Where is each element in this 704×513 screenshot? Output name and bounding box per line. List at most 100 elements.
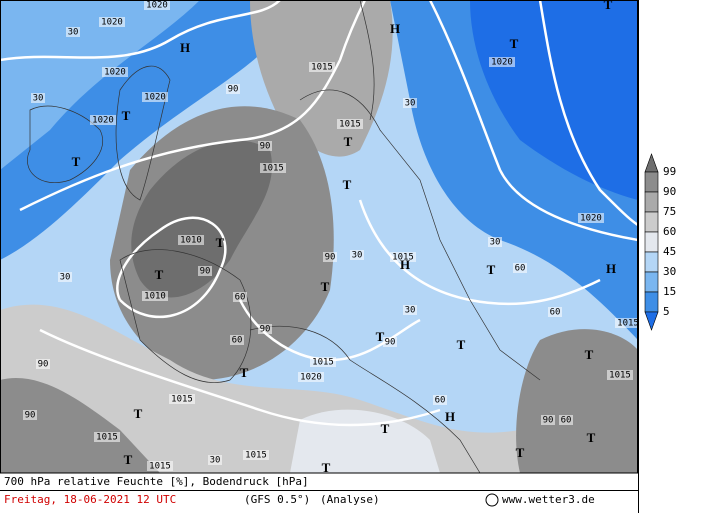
footer-site: www.wetter3.de (502, 493, 595, 506)
pressure-center: H (400, 257, 410, 272)
label-box (488, 237, 502, 247)
contour-label: 1015 (312, 358, 334, 368)
pressure-center: T (72, 154, 81, 169)
contour-label: 1020 (144, 93, 166, 103)
label-box (298, 372, 324, 382)
humidity-area (516, 329, 638, 473)
label-box (489, 57, 515, 67)
contour-label: 1010 (180, 236, 202, 246)
label-box (548, 307, 562, 317)
contour-label: 30 (60, 273, 71, 283)
contour-label: 1015 (171, 395, 193, 405)
colorbar-band (644, 231, 659, 253)
pressure-center: T (321, 279, 330, 294)
label-box (541, 415, 555, 425)
pressure-center: T (216, 235, 225, 250)
label-box (433, 395, 447, 405)
colorbar: 99 90 75 60 45 30 15 5 (644, 153, 676, 331)
contour-label: 1015 (96, 433, 118, 443)
label-box (513, 263, 527, 273)
contour-label: 60 (232, 336, 243, 346)
contour-label: 90 (325, 253, 336, 263)
colorbar-band (644, 211, 659, 233)
pressure-center: T (122, 108, 131, 123)
humidity-area (0, 0, 200, 170)
pressure-center: T (344, 134, 353, 149)
footer-model: (GFS 0.5°) (244, 493, 310, 506)
humidity-area (290, 409, 440, 473)
colorbar-label: 15 (663, 285, 676, 298)
contour-label: 1015 (392, 253, 414, 263)
label-box (260, 163, 286, 173)
label-box (31, 93, 45, 103)
contour-label: 90 (385, 338, 396, 348)
pressure-center: H (445, 409, 455, 424)
label-box (99, 17, 125, 27)
label-box (323, 252, 337, 262)
pressure-center: T (381, 421, 390, 436)
label-box (178, 235, 204, 245)
contour-label: 1020 (146, 1, 168, 11)
contour-label: 1020 (104, 68, 126, 78)
colorbar-label: 99 (663, 165, 676, 178)
pressure-center: T (124, 452, 133, 467)
label-box (230, 335, 244, 345)
label-box (337, 119, 363, 129)
contour-label: 30 (405, 306, 416, 316)
pressure-center: T (604, 0, 613, 12)
pressure-center: H (390, 21, 400, 36)
label-box (198, 266, 212, 276)
colorbar-band (644, 191, 659, 213)
label-box (226, 84, 240, 94)
contour-label: 1010 (144, 292, 166, 302)
contour-label: 90 (228, 85, 239, 95)
colorbar-label: 45 (663, 245, 676, 258)
contour-label: 1020 (92, 116, 114, 126)
humidity-area (470, 0, 638, 200)
pressure-center: T (376, 329, 385, 344)
label-box (208, 455, 222, 465)
contour-label: 1015 (149, 462, 171, 472)
label-box (233, 292, 247, 302)
contour-label: 30 (405, 99, 416, 109)
label-box (578, 213, 604, 223)
footer-run: (Analyse) (320, 493, 380, 506)
label-box (144, 0, 170, 10)
colorbar-band (644, 291, 659, 313)
label-box (310, 357, 336, 367)
pressure-center: T (134, 406, 143, 421)
pressure-center: H (606, 261, 616, 276)
label-box (309, 62, 335, 72)
contour-label: 1020 (580, 214, 602, 224)
label-box (23, 410, 37, 420)
label-box (383, 337, 397, 347)
label-box (102, 67, 128, 77)
pressure-center: T (322, 460, 331, 475)
label-box (58, 272, 72, 282)
label-box (403, 98, 417, 108)
contour-label: 30 (352, 251, 363, 261)
contour-label: 1015 (311, 63, 333, 73)
label-box (258, 324, 272, 334)
contour-label: 90 (25, 411, 36, 421)
contour-label: 1015 (245, 451, 267, 461)
label-box (142, 291, 168, 301)
contour-label: 30 (33, 94, 44, 104)
contour-label: 1020 (491, 58, 513, 68)
contour-label: 90 (543, 416, 554, 426)
contour-label: 90 (260, 325, 271, 335)
contour-label: 1020 (101, 18, 123, 28)
label-box (169, 394, 195, 404)
label-box (243, 450, 269, 460)
pressure-center: H (180, 40, 190, 55)
contour-label: 1015 (617, 319, 639, 329)
contour-label: 60 (435, 396, 446, 406)
label-box (142, 92, 168, 102)
contour-label: 60 (515, 264, 526, 274)
copyright-icon (485, 493, 499, 507)
label-box (350, 250, 364, 260)
colorbar-band (644, 251, 659, 273)
humidity-area (0, 304, 638, 473)
pressure-center: T (516, 445, 525, 460)
